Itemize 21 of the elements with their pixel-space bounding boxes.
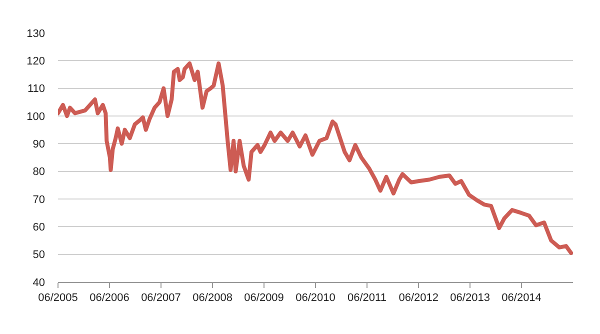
y-tick-label: 110 bbox=[27, 83, 45, 96]
y-tick-label: 100 bbox=[26, 110, 45, 123]
x-tick-label: 06/2008 bbox=[192, 292, 232, 304]
y-tick-label: 40 bbox=[32, 276, 45, 289]
x-tick-label: 06/2005 bbox=[38, 292, 78, 304]
x-tick-label: 06/2011 bbox=[347, 292, 386, 304]
line-series bbox=[58, 61, 573, 255]
y-tick-label: 80 bbox=[32, 166, 45, 178]
y-tick-label: 90 bbox=[32, 138, 45, 151]
x-tick-label: 06/2006 bbox=[90, 292, 130, 304]
y-tick-label: 60 bbox=[32, 222, 45, 234]
x-tick-label: 06/2009 bbox=[244, 292, 284, 304]
x-tick-label: 06/2007 bbox=[141, 292, 181, 304]
y-tick-label: 50 bbox=[32, 249, 45, 262]
y-tick-label: 120 bbox=[26, 56, 45, 68]
x-tick-label: 06/2012 bbox=[398, 292, 438, 304]
y-tick-label: 70 bbox=[32, 194, 45, 206]
x-tick-label: 06/2014 bbox=[502, 292, 542, 304]
x-tick-label: 06/2010 bbox=[296, 292, 336, 304]
y-tick-label: 130 bbox=[26, 28, 45, 40]
x-tick-label: 06/2013 bbox=[450, 292, 490, 304]
